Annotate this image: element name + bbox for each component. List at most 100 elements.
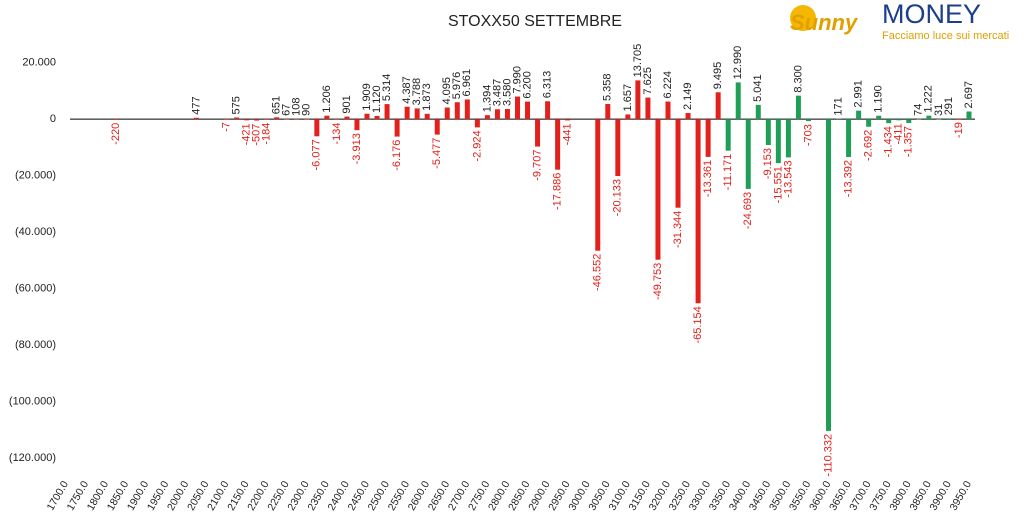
bar <box>956 119 962 120</box>
bar <box>344 116 350 120</box>
bar <box>936 119 942 120</box>
data-label: 13.705 <box>632 44 644 78</box>
data-label: 1.120 <box>371 85 383 113</box>
bar <box>484 115 490 120</box>
y-tick-label: (120.000) <box>9 452 56 464</box>
bar <box>946 118 952 120</box>
data-label: -46.552 <box>592 254 604 291</box>
bar <box>364 113 370 120</box>
bar <box>555 119 561 170</box>
data-label: -507 <box>251 124 263 146</box>
bar <box>193 117 199 120</box>
data-label: -17.886 <box>552 173 564 210</box>
y-tick-label: (40.000) <box>15 226 56 238</box>
bar <box>374 115 380 120</box>
data-label: 1.657 <box>622 84 634 112</box>
data-label: 4.095 <box>441 77 453 105</box>
data-label: -24.693 <box>742 192 754 229</box>
bar <box>805 119 811 122</box>
bar <box>394 119 400 137</box>
data-label: -2.692 <box>863 130 875 161</box>
data-label: 2.697 <box>963 81 975 109</box>
data-label: -19 <box>953 122 965 138</box>
bar <box>765 119 771 145</box>
bar <box>665 101 671 120</box>
bar <box>404 106 410 120</box>
data-label: -31.344 <box>672 211 684 248</box>
data-label: 6.200 <box>521 71 533 99</box>
bar <box>545 101 551 120</box>
data-label: 1.206 <box>321 85 333 113</box>
bar <box>846 119 852 157</box>
data-label: 5.976 <box>451 72 463 100</box>
bar <box>454 102 460 120</box>
data-label: 108 <box>291 97 303 115</box>
data-label: -134 <box>331 123 343 145</box>
bar <box>615 119 621 177</box>
data-label: 3.487 <box>491 79 503 107</box>
bar <box>785 119 791 158</box>
data-label: 7.990 <box>511 66 523 94</box>
bar <box>645 97 651 120</box>
data-label: 2.149 <box>682 83 694 111</box>
logo-brand: Sunny <box>790 10 859 35</box>
bar <box>525 101 531 120</box>
bar <box>655 119 661 260</box>
bar <box>264 119 270 120</box>
data-label: -15.551 <box>772 166 784 203</box>
data-label: -9.153 <box>762 148 774 179</box>
bar <box>795 95 801 120</box>
data-label: -6.077 <box>311 139 323 170</box>
data-label: -1.434 <box>883 126 895 157</box>
bar <box>565 119 571 121</box>
y-tick-label: (20.000) <box>15 170 56 182</box>
data-label: 6.224 <box>662 71 674 99</box>
bar <box>836 118 842 120</box>
bar <box>635 80 641 120</box>
bar <box>715 92 721 120</box>
data-label: 90 <box>301 104 313 116</box>
bar <box>605 103 611 120</box>
bar <box>274 117 280 120</box>
data-label: 67 <box>281 104 293 116</box>
data-label: 575 <box>230 96 242 114</box>
data-label: -20.133 <box>612 179 624 216</box>
bar <box>284 118 290 120</box>
bar <box>113 119 119 120</box>
data-label: 171 <box>832 97 844 115</box>
bar <box>826 119 832 431</box>
bar <box>414 108 420 120</box>
bar <box>876 115 882 120</box>
bar <box>234 117 240 120</box>
bar <box>896 119 902 121</box>
y-tick-label: 20.000 <box>22 57 56 69</box>
data-label: 4.387 <box>401 76 413 104</box>
data-label: -9.707 <box>531 150 543 181</box>
bar <box>916 118 922 120</box>
data-label: 1.190 <box>873 85 885 113</box>
data-label: -703 <box>802 124 814 146</box>
data-label: 1.909 <box>361 83 373 111</box>
data-label: 477 <box>190 96 202 114</box>
bar <box>514 96 520 120</box>
bar <box>424 113 430 120</box>
chart-title: STOXX50 SETTEMBRE <box>448 13 622 30</box>
data-label: 5.041 <box>752 74 764 102</box>
data-label: -11.171 <box>722 154 734 191</box>
data-label: 8.300 <box>792 65 804 93</box>
data-label: 6.313 <box>542 71 554 99</box>
bar <box>695 119 701 304</box>
data-label: -49.753 <box>652 263 664 300</box>
data-label: -2.924 <box>471 130 483 161</box>
bar <box>856 110 862 120</box>
bar <box>314 119 320 137</box>
bar <box>334 119 340 120</box>
bar <box>464 99 470 120</box>
data-label: -421 <box>241 123 253 145</box>
data-label: -441 <box>562 123 574 145</box>
bar <box>294 118 300 120</box>
bar <box>504 109 510 120</box>
bar <box>866 119 872 127</box>
data-label: 1.394 <box>481 85 493 113</box>
y-tick-label: (60.000) <box>15 283 56 295</box>
